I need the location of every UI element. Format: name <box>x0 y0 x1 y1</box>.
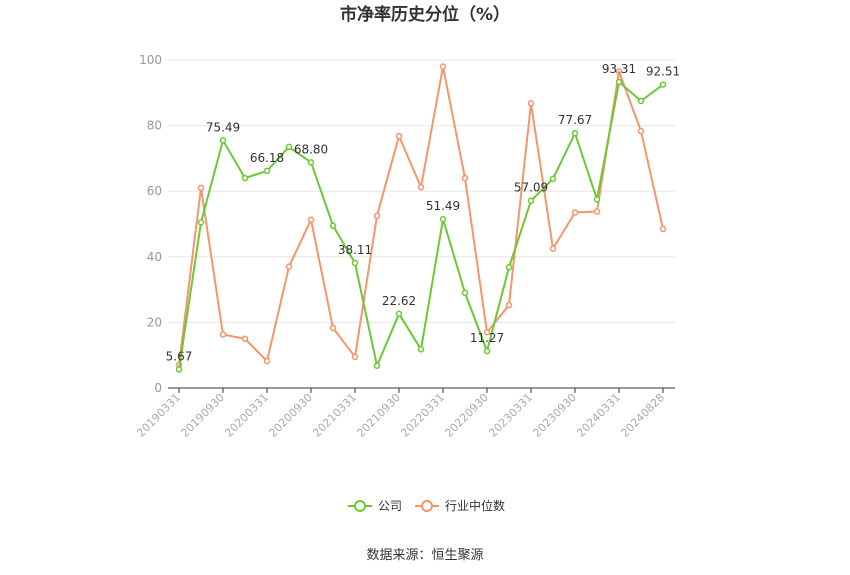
data-point[interactable] <box>483 347 491 355</box>
data-point[interactable] <box>307 216 315 223</box>
x-tick-label: 20200930 <box>266 391 315 440</box>
data-label: 68.80 <box>294 142 328 156</box>
data-point[interactable] <box>461 289 469 297</box>
data-point[interactable] <box>549 245 557 252</box>
data-label: 22.62 <box>382 294 416 308</box>
data-point[interactable] <box>395 310 403 318</box>
x-tick-label: 20230930 <box>530 391 579 440</box>
y-tick-label: 80 <box>147 119 162 133</box>
data-label: 11.27 <box>470 331 504 345</box>
data-point[interactable] <box>241 335 249 343</box>
data-point[interactable] <box>351 259 359 267</box>
data-point[interactable] <box>263 357 271 365</box>
data-point[interactable] <box>659 225 667 233</box>
legend-item-0[interactable]: 公司 <box>348 499 402 513</box>
y-axis: 0 20 40 60 80 100 <box>139 53 162 395</box>
data-point[interactable] <box>439 215 447 223</box>
data-labels: 5.67 75.49 66.18 68.80 38.11 22.62 51.49 11.27 5… <box>166 62 681 363</box>
series-0 <box>175 78 667 373</box>
data-point[interactable] <box>285 263 293 270</box>
data-point[interactable] <box>461 174 469 182</box>
data-point[interactable] <box>329 324 337 332</box>
chart-title: 市净率历史分位（%） <box>340 4 510 25</box>
x-tick-label: 20200331 <box>222 391 271 440</box>
x-tick-label: 20220331 <box>398 391 447 440</box>
grid <box>168 59 675 323</box>
data-point[interactable] <box>417 184 425 191</box>
legend-swatch-marker <box>421 500 433 512</box>
y-tick-label: 60 <box>147 184 162 198</box>
data-point[interactable] <box>505 301 513 309</box>
data-point[interactable] <box>197 219 205 226</box>
legend-label: 行业中位数 <box>445 498 505 513</box>
data-point[interactable] <box>197 184 205 192</box>
series-group <box>175 63 667 373</box>
legend-swatch-marker <box>354 500 366 512</box>
data-point[interactable] <box>527 197 535 204</box>
data-point[interactable] <box>593 196 601 203</box>
data-point[interactable] <box>351 353 359 361</box>
x-tick-label: 20230331 <box>486 391 535 440</box>
data-point[interactable] <box>571 209 579 216</box>
data-point[interactable] <box>329 222 337 229</box>
legend-label: 公司 <box>378 499 402 513</box>
data-label: 5.67 <box>166 349 193 363</box>
data-point[interactable] <box>307 159 315 166</box>
data-point[interactable] <box>571 129 579 137</box>
y-tick-label: 20 <box>147 315 162 329</box>
data-label: 75.49 <box>206 120 240 134</box>
data-source: 数据来源：恒生聚源 <box>366 548 483 563</box>
data-point[interactable] <box>241 174 249 182</box>
x-tick-label: 20240828 <box>618 391 667 440</box>
x-tick-label: 20220930 <box>442 391 491 440</box>
data-point[interactable] <box>615 68 623 75</box>
data-point[interactable] <box>263 167 271 175</box>
data-point[interactable] <box>373 362 381 369</box>
data-point[interactable] <box>549 175 557 182</box>
y-tick-label: 40 <box>147 250 162 264</box>
x-tick-label: 20210331 <box>310 391 359 440</box>
data-point[interactable] <box>219 331 227 338</box>
x-axis: 2019033120190930202003312020093020210331… <box>134 387 675 440</box>
data-point[interactable] <box>219 137 227 144</box>
y-tick-label: 0 <box>154 381 162 395</box>
legend-item-1[interactable]: 行业中位数 <box>415 498 505 513</box>
data-point[interactable] <box>505 264 513 271</box>
data-point[interactable] <box>659 81 667 88</box>
data-label: 93.31 <box>602 62 636 76</box>
data-label: 57.09 <box>514 181 548 195</box>
x-tick-label: 20210930 <box>354 391 403 440</box>
data-point[interactable] <box>373 212 381 220</box>
data-point[interactable] <box>615 78 623 86</box>
data-point[interactable] <box>439 63 447 70</box>
series-1 <box>175 63 667 369</box>
x-tick-label: 20240331 <box>574 391 623 440</box>
data-label: 51.49 <box>426 199 460 213</box>
x-tick-label: 20190331 <box>134 391 183 440</box>
data-point[interactable] <box>637 127 645 135</box>
data-point[interactable] <box>395 132 403 140</box>
x-tick-label: 20190930 <box>178 391 227 440</box>
data-label: 92.51 <box>646 65 680 79</box>
data-point[interactable] <box>483 328 491 336</box>
data-point[interactable] <box>175 366 183 373</box>
data-point[interactable] <box>285 143 293 151</box>
data-point[interactable] <box>637 97 645 105</box>
data-point[interactable] <box>417 346 425 353</box>
data-label: 66.18 <box>250 151 284 165</box>
data-point[interactable] <box>593 208 601 215</box>
series-line <box>178 66 664 366</box>
y-tick-label: 100 <box>139 53 162 67</box>
data-label: 77.67 <box>558 113 592 127</box>
legend[interactable]: 公司 行业中位数 <box>348 498 505 513</box>
data-label: 38.11 <box>338 243 372 257</box>
data-point[interactable] <box>527 100 535 107</box>
